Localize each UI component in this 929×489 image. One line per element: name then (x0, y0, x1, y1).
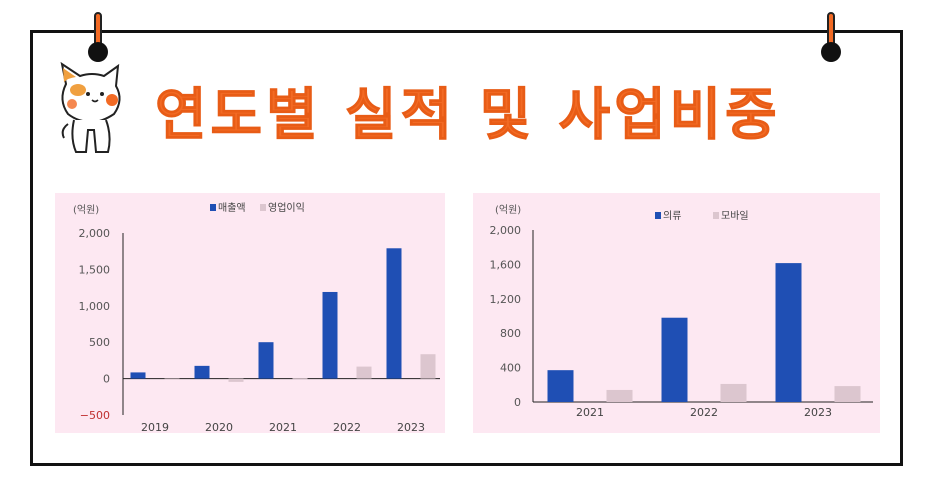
legend-label: 매출액 (218, 202, 246, 214)
bar-primary (130, 372, 146, 379)
y-tick-label: 1,600 (490, 258, 522, 271)
y-tick-label: 1,000 (79, 300, 111, 313)
y-tick-label: 500 (89, 336, 110, 349)
chart-panel-left: (억원) 매출액 영업이익 2,000 1,500 1,000 500 0 −500 2019 20… (55, 193, 445, 433)
y-tick-label: 0 (514, 396, 521, 409)
x-tick-label: 2019 (141, 421, 169, 433)
bar-secondary (606, 389, 633, 402)
legend-label: 의류 (663, 210, 681, 222)
chart-right: (억원) 의류 모바일 2,000 1,600 1,200 800 400 0 2021 2022 2… (490, 204, 873, 419)
unit-label: (억원) (495, 204, 521, 216)
x-tick-label: 2020 (205, 421, 233, 433)
bar-primary (775, 263, 802, 402)
legend-label: 영업이익 (268, 201, 305, 214)
y-tick-label: 1,500 (79, 263, 111, 276)
x-tick-label: 2023 (804, 406, 832, 419)
y-tick-label: −500 (80, 409, 110, 422)
chart-left: (억원) 매출액 영업이익 2,000 1,500 1,000 500 0 −500 2019 20… (73, 201, 440, 433)
x-tick-label: 2022 (333, 421, 361, 433)
bar-secondary (228, 378, 244, 382)
bar-secondary (356, 366, 372, 379)
legend-swatch (210, 204, 216, 211)
y-tick-label: 1,200 (490, 293, 522, 306)
bar-primary (386, 248, 402, 379)
y-tick-label: 0 (103, 373, 110, 386)
x-tick-label: 2021 (576, 406, 604, 419)
legend-swatch (713, 212, 719, 219)
y-tick-label: 2,000 (490, 224, 522, 237)
bar-secondary (834, 386, 861, 402)
y-tick-label: 2,000 (79, 227, 111, 240)
bar-primary (661, 317, 688, 402)
x-tick-label: 2021 (269, 421, 297, 433)
bar-primary (258, 342, 274, 379)
left-pin-icon (88, 12, 108, 64)
cat-icon (60, 61, 121, 153)
bar-primary (547, 370, 574, 402)
legend-label: 모바일 (721, 210, 749, 222)
right-pin-icon (821, 12, 841, 64)
unit-label: (억원) (73, 204, 99, 216)
y-tick-label: 800 (500, 327, 521, 340)
y-tick-label: 400 (500, 362, 521, 375)
bar-secondary (292, 378, 308, 380)
x-tick-label: 2023 (397, 421, 425, 433)
x-tick-label: 2022 (690, 406, 718, 419)
legend-swatch (655, 212, 661, 219)
page-title: 연도별 실적 및 사업비중 (155, 83, 781, 149)
bar-secondary (720, 383, 747, 402)
bar-secondary (420, 354, 436, 379)
legend-swatch (260, 204, 266, 211)
chart-panel-right: (억원) 의류 모바일 2,000 1,600 1,200 800 400 0 2021 2022 2… (473, 193, 880, 433)
bar-secondary (164, 378, 180, 380)
bar-primary (322, 291, 338, 379)
bar-primary (194, 365, 210, 379)
